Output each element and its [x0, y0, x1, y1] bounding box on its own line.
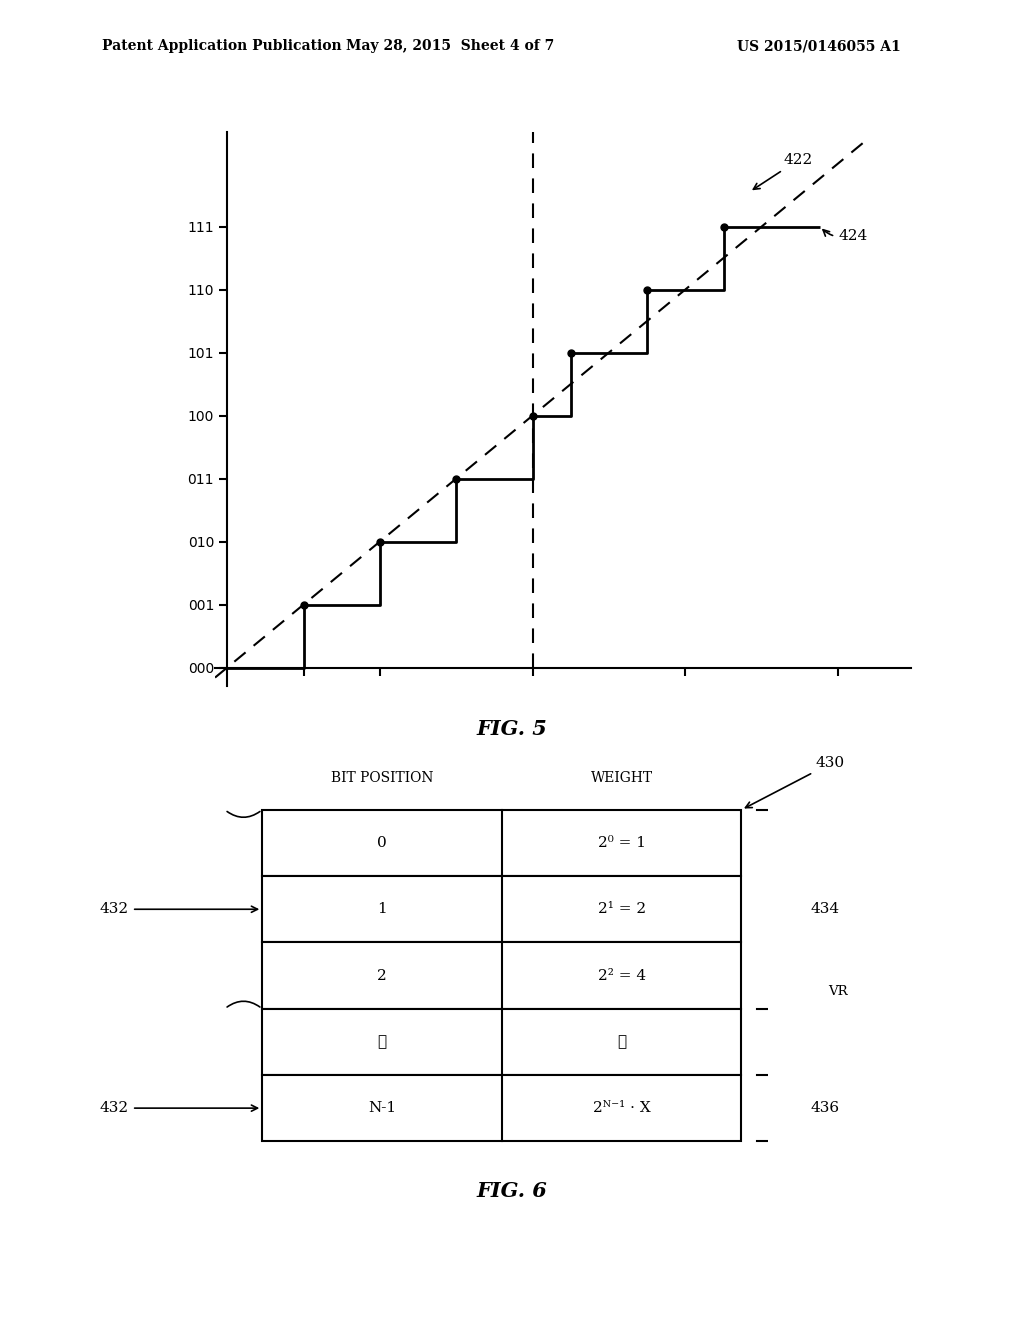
Bar: [262, 942, 741, 1008]
Text: US 2015/0146055 A1: US 2015/0146055 A1: [737, 40, 901, 53]
Text: 424: 424: [823, 228, 867, 243]
Text: 434: 434: [811, 903, 840, 916]
Text: 1: 1: [377, 903, 387, 916]
Text: 2² = 4: 2² = 4: [598, 969, 645, 982]
Text: 2: 2: [377, 969, 387, 982]
Text: 2: 2: [528, 1064, 537, 1076]
Text: FIG. 5: FIG. 5: [476, 719, 548, 739]
Text: VR: VR: [828, 985, 848, 998]
Text: VR: VR: [370, 940, 390, 953]
Text: 2¹ = 2: 2¹ = 2: [598, 903, 645, 916]
Text: 422: 422: [754, 153, 812, 189]
Text: VR: VR: [523, 940, 543, 953]
Text: —: —: [679, 1002, 691, 1015]
Text: WEIGHT: WEIGHT: [591, 771, 652, 785]
Text: 2ᴺ⁻¹ · X: 2ᴺ⁻¹ · X: [593, 1101, 650, 1115]
Text: 0: 0: [377, 836, 387, 850]
Text: 4: 4: [376, 1064, 384, 1076]
Text: 432: 432: [100, 1101, 257, 1115]
Text: 2⁰ = 1: 2⁰ = 1: [598, 836, 645, 850]
Text: 430: 430: [745, 756, 845, 808]
Bar: [262, 876, 741, 942]
Bar: [262, 1008, 741, 1074]
Text: BIT POSITION: BIT POSITION: [331, 771, 433, 785]
Text: N-1: N-1: [368, 1101, 396, 1115]
Bar: [262, 1074, 741, 1142]
Text: Patent Application Publication: Patent Application Publication: [102, 40, 342, 53]
Text: 432: 432: [100, 903, 257, 916]
Text: FIG. 6: FIG. 6: [476, 1181, 548, 1201]
Text: —: —: [526, 1002, 539, 1015]
Text: —: —: [297, 1002, 310, 1015]
Text: 436: 436: [811, 1101, 840, 1115]
Text: —: —: [374, 1002, 386, 1015]
Text: 4: 4: [681, 1064, 689, 1076]
Text: ⋮: ⋮: [378, 1035, 386, 1049]
Text: VR: VR: [294, 940, 313, 953]
Text: ⋮: ⋮: [617, 1035, 626, 1049]
Bar: [262, 810, 741, 876]
Text: 3VR: 3VR: [672, 940, 699, 953]
Text: 8: 8: [299, 1064, 308, 1076]
Text: May 28, 2015  Sheet 4 of 7: May 28, 2015 Sheet 4 of 7: [346, 40, 555, 53]
